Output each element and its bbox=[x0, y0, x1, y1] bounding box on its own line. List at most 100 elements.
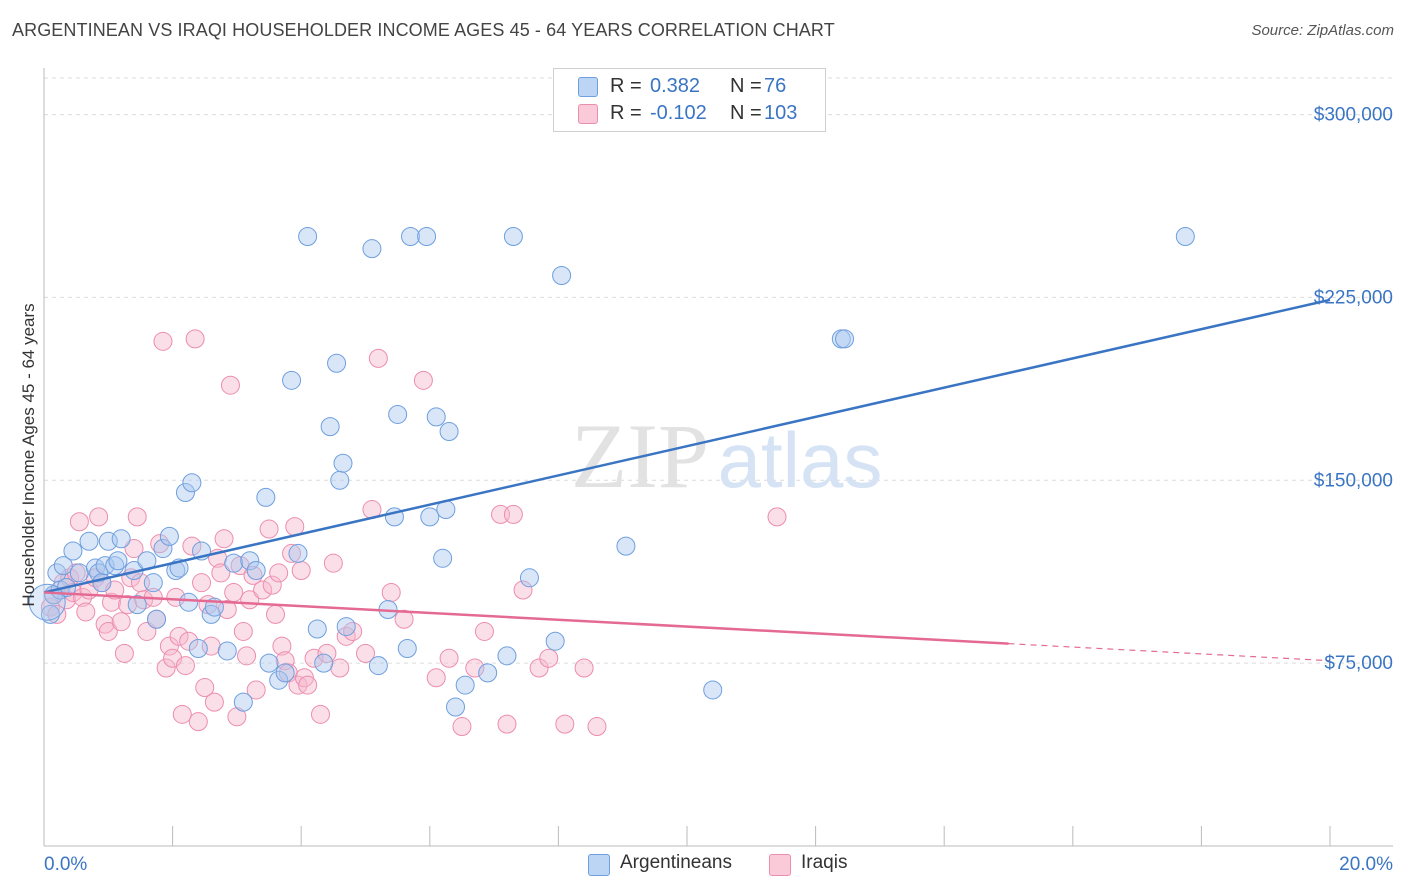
legend-n-value: 76 bbox=[764, 75, 787, 97]
iraqi-point bbox=[182, 536, 202, 556]
y-tick-label: $300,000 bbox=[1314, 105, 1393, 126]
iraqi-point bbox=[253, 580, 273, 600]
argentinean-point bbox=[314, 653, 334, 673]
argentinean-point bbox=[307, 619, 327, 639]
y-tick-label: $75,000 bbox=[1324, 653, 1393, 674]
argentinean-point bbox=[433, 548, 453, 568]
iraqi-point bbox=[179, 631, 199, 651]
argentinean-point bbox=[217, 641, 237, 661]
iraqi-point bbox=[587, 717, 607, 737]
iraqi-point bbox=[211, 563, 231, 583]
argentinean-point bbox=[288, 543, 308, 563]
iraqi-point bbox=[310, 704, 330, 724]
trendlines bbox=[43, 298, 1331, 662]
iraqi-point bbox=[767, 507, 787, 527]
iraqi-point bbox=[89, 507, 109, 527]
iraqi-point bbox=[304, 648, 324, 668]
argentinean-point bbox=[327, 353, 347, 373]
iraqi-point bbox=[513, 580, 533, 600]
argentinean-point bbox=[298, 226, 318, 246]
argentinean-point bbox=[147, 609, 167, 629]
x-tick-label-max: 20.0% bbox=[1339, 854, 1393, 875]
iraqi-point bbox=[426, 668, 446, 688]
iraqi-trendline bbox=[43, 591, 1009, 645]
argentinean-point bbox=[388, 404, 408, 424]
argentinean-point bbox=[703, 680, 723, 700]
iraqi-point bbox=[555, 714, 575, 734]
iraqi-point bbox=[282, 543, 302, 563]
iraqi-point bbox=[368, 348, 388, 368]
bottom-legend-label-argentineans: Argentineans bbox=[620, 852, 732, 873]
iraqi-point bbox=[474, 621, 494, 641]
iraqi-point bbox=[539, 648, 559, 668]
iraqi-point bbox=[529, 658, 549, 678]
iraqi-point bbox=[288, 675, 308, 695]
chart-source: Source: ZipAtlas.com bbox=[1251, 22, 1394, 39]
iraqi-point bbox=[452, 717, 472, 737]
argentinean-point bbox=[53, 556, 73, 576]
argentinean-point bbox=[159, 526, 179, 546]
argentinean-point bbox=[259, 653, 279, 673]
argentinean-point bbox=[545, 631, 565, 651]
legend-swatch-iraqis bbox=[578, 104, 598, 124]
argentinean-point bbox=[439, 422, 459, 442]
iraqi-point bbox=[336, 626, 356, 646]
iraqi-point bbox=[503, 504, 523, 524]
iraqi-point bbox=[166, 587, 186, 607]
iraqi-point bbox=[188, 712, 208, 732]
iraqi-point bbox=[497, 714, 517, 734]
argentinean-point bbox=[330, 470, 350, 490]
argentinean-point bbox=[143, 573, 163, 593]
iraqi-point bbox=[47, 604, 67, 624]
legend-n-label: N = bbox=[730, 75, 762, 97]
legend-r-value: -0.102 bbox=[650, 102, 707, 124]
argentinean-point bbox=[333, 453, 353, 473]
argentinean-point bbox=[446, 697, 466, 717]
argentinean-point bbox=[420, 507, 440, 527]
argentinean-points bbox=[28, 226, 1195, 717]
legend-n-label: N = bbox=[730, 102, 762, 124]
iraqi-point bbox=[124, 539, 144, 559]
argentinean-point bbox=[835, 329, 855, 349]
iraqi-point bbox=[574, 658, 594, 678]
iraqi-point bbox=[262, 575, 282, 595]
iraqi-point bbox=[237, 646, 257, 666]
iraqi-point bbox=[381, 582, 401, 602]
argentinean-point bbox=[153, 539, 173, 559]
y-axis-label: Householder Income Ages 45 - 64 years bbox=[19, 303, 38, 606]
argentinean-point bbox=[282, 370, 302, 390]
argentinean-point bbox=[320, 417, 340, 437]
iraqi-point bbox=[40, 597, 60, 617]
argentinean-point bbox=[95, 556, 115, 576]
iraqi-trendline-extension bbox=[1008, 643, 1331, 662]
iraqi-point bbox=[330, 658, 350, 678]
iraqi-point bbox=[214, 529, 234, 549]
argentinean-point bbox=[616, 536, 636, 556]
iraqi-point bbox=[159, 636, 179, 656]
iraqi-point bbox=[73, 587, 93, 607]
iraqi-point bbox=[185, 329, 205, 349]
iraqi-point bbox=[439, 648, 459, 668]
argentinean-point bbox=[111, 529, 131, 549]
argentinean-point bbox=[552, 265, 572, 285]
iraqi-points bbox=[40, 329, 787, 737]
legend-r-label: R = bbox=[610, 75, 642, 97]
iraqi-point bbox=[356, 643, 375, 663]
argentinean-trendline bbox=[43, 298, 1331, 594]
tick-labels: $75,000 $150,000 $225,000 $300,000 0.0% 20.0% bbox=[44, 105, 1393, 875]
y-tick-label: $150,000 bbox=[1314, 470, 1393, 491]
argentinean-point bbox=[368, 656, 388, 676]
argentinean-point bbox=[246, 560, 266, 580]
watermark: ZIP atlas bbox=[571, 405, 882, 507]
argentinean-point bbox=[175, 482, 195, 502]
argentinean-point bbox=[63, 541, 83, 561]
iraqi-point bbox=[204, 692, 224, 712]
argentinean-point bbox=[269, 670, 289, 690]
iraqi-point bbox=[259, 519, 279, 539]
chart-title: ARGENTINEAN VS IRAQI HOUSEHOLDER INCOME … bbox=[12, 20, 835, 40]
argentinean-point bbox=[397, 639, 417, 659]
argentinean-point bbox=[478, 663, 498, 683]
iraqi-point bbox=[76, 602, 96, 622]
legend-n-value: 103 bbox=[764, 102, 798, 124]
argentinean-point bbox=[417, 226, 437, 246]
